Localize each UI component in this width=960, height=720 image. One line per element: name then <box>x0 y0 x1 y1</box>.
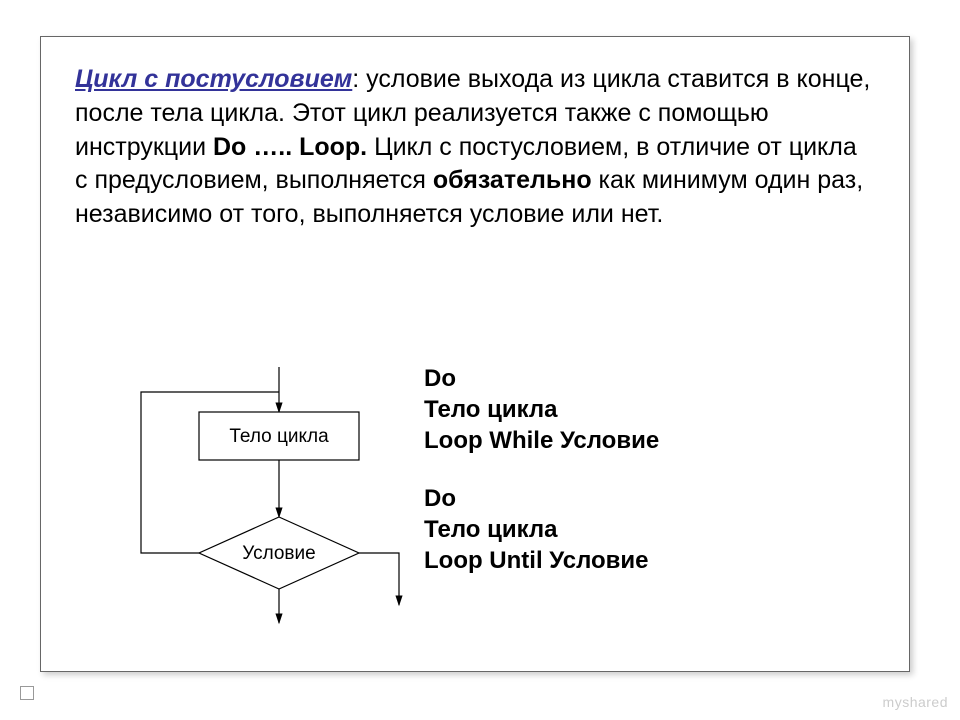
slide-frame: Цикл с постусловием: условие выхода из ц… <box>40 36 910 672</box>
code2-do: Do <box>424 485 456 512</box>
bold-doloop: Do ….. Loop. <box>213 133 367 161</box>
node-body-label: Тело цикла <box>229 426 329 447</box>
code2-loopuntil: Loop Until <box>424 547 549 574</box>
flowchart-svg: Тело цикла Условие <box>109 367 409 642</box>
code1-body: Тело цикла <box>424 396 557 423</box>
code1-loopwhile: Loop While <box>424 427 560 454</box>
watermark: myshared <box>883 694 948 710</box>
flowchart: Тело цикла Условие <box>109 367 394 647</box>
node-cond-label: Условие <box>242 543 315 564</box>
code2-cond: Условие <box>549 547 648 574</box>
code1-do: Do <box>424 365 456 392</box>
title-emphasis: Цикл с постусловием <box>75 65 352 93</box>
description-paragraph: Цикл с постусловием: условие выхода из ц… <box>75 63 875 232</box>
code1-cond: Условие <box>560 427 659 454</box>
slide: Цикл с постусловием: условие выхода из ц… <box>0 0 960 720</box>
code2-body: Тело цикла <box>424 516 557 543</box>
code-block: Do Тело цикла Loop While Условие Do Тело… <box>424 363 659 576</box>
bold-obligatory: обязательно <box>433 166 592 194</box>
corner-marker <box>20 686 34 700</box>
